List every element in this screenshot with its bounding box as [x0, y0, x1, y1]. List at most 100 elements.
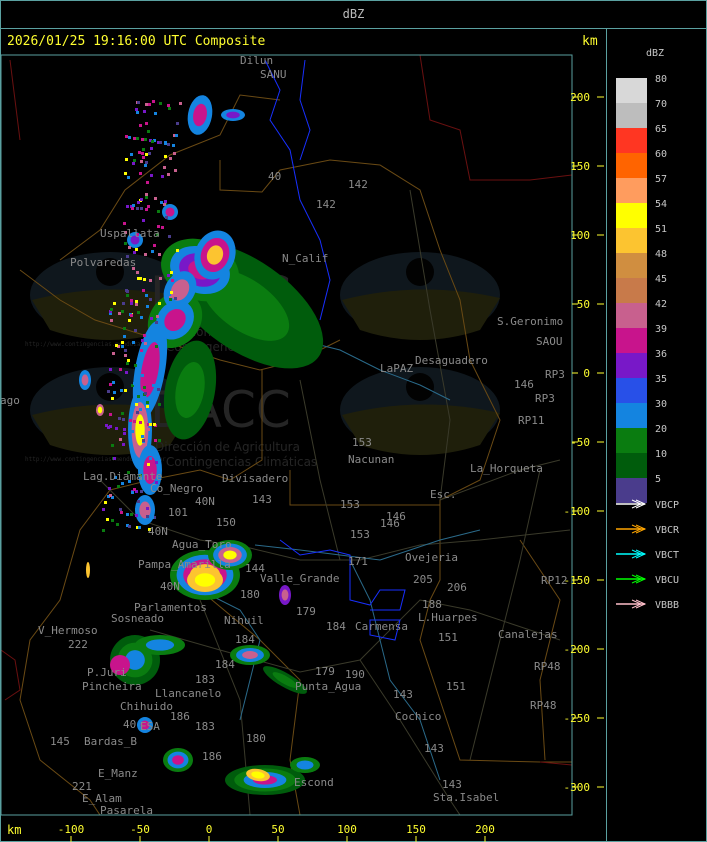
- echo-pixel: [173, 134, 176, 137]
- place-label: 40N: [160, 580, 180, 593]
- echo-pixel: [159, 141, 162, 144]
- echo-pixel: [146, 181, 149, 184]
- echo-pixel: [156, 315, 159, 318]
- legend-label: 54: [655, 199, 667, 210]
- echo-pixel: [124, 172, 127, 175]
- echo-pixel: [131, 207, 134, 210]
- watermark-url: http://www.contingencias.mendoza.gov.ar: [25, 456, 166, 463]
- legend-label: 60: [655, 149, 667, 160]
- echo-pixel: [146, 305, 149, 308]
- echo-cell: [242, 651, 258, 659]
- echo-pixel: [121, 345, 124, 348]
- place-label: RP48: [530, 699, 557, 712]
- echo-pixel: [124, 389, 127, 392]
- echo-pixel: [107, 495, 110, 498]
- legend-swatch: [616, 278, 647, 303]
- watermark-url: http://www.contingencias.mendoza.gov.ar: [25, 341, 166, 348]
- place-label: 142: [348, 178, 368, 191]
- place-label: Carmensa: [355, 620, 408, 633]
- place-label: P.Juri: [87, 666, 127, 679]
- echo-pixel: [153, 423, 156, 426]
- echo-pixel: [107, 426, 110, 429]
- echo-pixel: [148, 528, 151, 531]
- echo-pixel: [109, 413, 112, 416]
- place-label: Pasarela: [100, 804, 153, 817]
- echo-pixel: [155, 391, 158, 394]
- echo-pixel: [145, 122, 148, 125]
- echo-pixel: [145, 161, 148, 164]
- place-label: 221: [72, 780, 92, 793]
- echo-pixel: [146, 507, 149, 510]
- echo-pixel: [144, 138, 147, 141]
- legend-swatch: [616, 178, 647, 203]
- echo-pixel: [130, 314, 133, 317]
- place-label: L.Huarpes: [418, 611, 478, 624]
- place-label: SANU: [260, 68, 287, 81]
- y-tick-label: 0: [583, 367, 590, 380]
- echo-pixel: [118, 417, 121, 420]
- place-label: Uspallata: [100, 227, 160, 240]
- echo-pixel: [139, 474, 142, 477]
- x-tick-label: 50: [271, 823, 284, 836]
- map-line: [349, 559, 441, 781]
- echo-pixel: [143, 110, 146, 113]
- echo-pixel: [158, 439, 161, 442]
- place-label: Agua_Toro: [172, 538, 232, 551]
- echo-cell: [223, 550, 237, 560]
- echo-pixel: [123, 222, 126, 225]
- dacc-logo: [340, 367, 500, 455]
- echo-pixel: [109, 383, 112, 386]
- legend-swatch: [616, 378, 647, 403]
- echo-pixel: [155, 461, 158, 464]
- y-tick-label: 200: [570, 91, 590, 104]
- echo-pixel: [167, 143, 170, 146]
- echo-pixel: [137, 277, 140, 280]
- place-label: Canalejas: [498, 628, 558, 641]
- echo-pixel: [118, 312, 121, 315]
- echo-pixel: [174, 297, 177, 300]
- place-label: Punta_Agua: [295, 680, 361, 693]
- echo-pixel: [140, 160, 143, 163]
- echo-pixel: [145, 153, 148, 156]
- echo-pixel: [122, 443, 125, 446]
- map-line: [199, 589, 261, 721]
- legend-label: 35: [655, 374, 667, 385]
- echo-pixel: [125, 135, 128, 138]
- echo-pixel: [111, 444, 114, 447]
- y-tick-label: 50: [577, 298, 590, 311]
- echo-pixel: [137, 395, 140, 398]
- place-label: 179: [296, 605, 316, 618]
- echo-pixel: [109, 494, 112, 497]
- echo-pixel: [134, 329, 137, 332]
- echo-pixel: [163, 166, 166, 169]
- echo-pixel: [133, 488, 136, 491]
- echo-pixel: [155, 321, 158, 324]
- echo-cell: [251, 771, 265, 779]
- echo-pixel: [154, 439, 157, 442]
- echo-pixel: [155, 481, 158, 484]
- echo-pixel: [127, 176, 130, 179]
- place-label: Ovejeria: [405, 551, 458, 564]
- legend-label: 80: [655, 74, 667, 85]
- echo-pixel: [153, 139, 156, 142]
- place-label: 146: [386, 510, 406, 523]
- echo-pixel: [123, 335, 126, 338]
- echo-cell: [272, 672, 298, 688]
- radar-arrow-icon: [616, 549, 647, 559]
- echo-pixel: [149, 457, 152, 460]
- legend-swatch: [616, 203, 647, 228]
- echo-pixel: [126, 255, 129, 258]
- place-label: RP12: [541, 574, 568, 587]
- place-label: Llancanelo: [155, 687, 221, 700]
- place-label: Desaguadero: [415, 354, 488, 367]
- echo-pixel: [115, 427, 118, 430]
- place-label: Nihuil: [224, 614, 264, 627]
- echo-pixel: [143, 334, 146, 337]
- echo-pixel: [120, 511, 123, 514]
- place-label: S.Geronimo: [497, 315, 563, 328]
- echo-cell: [139, 501, 151, 519]
- echo-pixel: [121, 412, 124, 415]
- echo-pixel: [144, 392, 147, 395]
